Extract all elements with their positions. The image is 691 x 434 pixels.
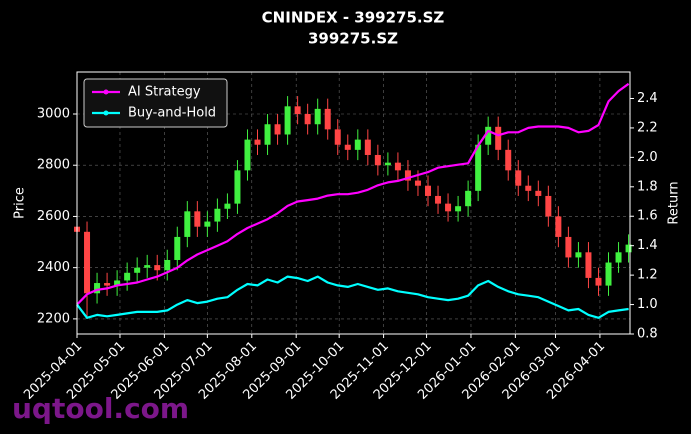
candle-body — [184, 211, 191, 237]
candle-body — [124, 272, 131, 281]
candle-body — [134, 267, 141, 273]
candle-body — [435, 195, 442, 204]
candle-body — [384, 162, 391, 166]
y2-tick-label: 1.2 — [637, 268, 658, 283]
candle-body — [144, 265, 151, 268]
candle-body — [154, 265, 161, 271]
legend-label: Buy-and-Hold — [128, 106, 216, 121]
candle-body — [414, 180, 421, 186]
candle-body — [104, 283, 111, 286]
y2-tick-label: 1.4 — [637, 238, 658, 253]
candle-body — [284, 106, 291, 135]
candle-body — [274, 124, 281, 135]
chart-title: CNINDEX - 399275.SZ — [262, 9, 445, 27]
legend-marker — [103, 110, 109, 116]
candle-body — [204, 221, 211, 227]
candle-body — [485, 126, 492, 145]
y-tick-label: 2400 — [37, 260, 70, 275]
series-line — [76, 275, 629, 319]
candle-body — [615, 252, 622, 263]
y-tick-label: 2800 — [37, 158, 70, 173]
candle-body — [294, 106, 301, 115]
candle-body — [304, 114, 311, 125]
candle-body — [214, 208, 221, 222]
candle-body — [364, 139, 371, 155]
candle-body — [515, 170, 522, 186]
y-tick-label: 2200 — [37, 311, 70, 326]
candle-body — [565, 236, 572, 258]
y2-tick-label: 1.0 — [637, 297, 658, 312]
candle-body — [194, 211, 201, 227]
legend-label: AI Strategy — [128, 85, 201, 100]
y2-tick-label: 1.6 — [637, 209, 658, 224]
candle-body — [254, 139, 261, 145]
candle-body — [374, 154, 381, 166]
candle-body — [94, 283, 101, 294]
candle-body — [505, 149, 512, 171]
candle-body — [324, 108, 331, 130]
candle-body — [595, 277, 602, 286]
plot-frame — [76, 71, 631, 335]
candle-body — [424, 185, 431, 196]
candle-body — [344, 144, 351, 150]
y2-tick-label: 0.8 — [637, 327, 658, 342]
watermark: uqtool.com — [12, 392, 189, 425]
candle-body — [334, 129, 341, 145]
candle-body — [114, 280, 121, 286]
y2-tick-label: 2.2 — [637, 120, 658, 135]
candle-body — [174, 236, 181, 260]
candle-body — [555, 216, 562, 237]
y-tick-label: 2600 — [37, 209, 70, 224]
candle-body — [234, 170, 241, 204]
y2-axis-label: Return — [667, 181, 682, 224]
candle-body — [495, 126, 502, 150]
candle-body — [394, 162, 401, 171]
candle-body — [244, 139, 251, 171]
candle-body — [445, 203, 452, 212]
candle-body — [224, 203, 231, 209]
candle-body — [585, 252, 592, 278]
candle-body — [545, 195, 552, 217]
y-tick-label: 3000 — [37, 107, 70, 122]
candle-body — [575, 252, 582, 258]
series-line — [76, 82, 630, 306]
chart-subtitle: 399275.SZ — [308, 30, 398, 48]
candle-body — [404, 170, 411, 181]
candle-body — [535, 190, 542, 196]
y2-tick-label: 2.0 — [637, 150, 658, 165]
candle-body — [465, 190, 472, 207]
y2-tick-label: 1.8 — [637, 179, 658, 194]
candle-body — [264, 124, 271, 145]
candle-body — [455, 206, 462, 212]
y2-tick-label: 2.4 — [637, 91, 658, 106]
candle-body — [314, 108, 321, 125]
candle-body — [164, 259, 171, 271]
y-axis-label: Price — [13, 187, 28, 219]
candle-body — [84, 231, 91, 294]
candle-body — [475, 144, 482, 191]
legend-marker — [103, 89, 109, 95]
candle-body — [605, 262, 612, 286]
candle-body — [625, 244, 632, 253]
candle-body — [525, 185, 532, 191]
candle-body — [354, 139, 361, 150]
